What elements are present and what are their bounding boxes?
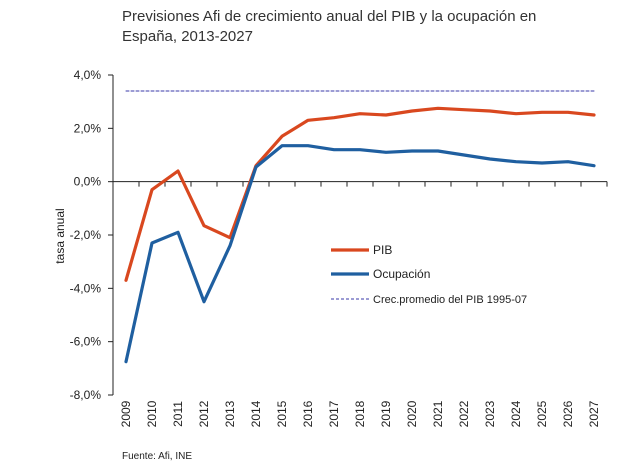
legend-label: Crec.promedio del PIB 1995-07 [373,294,527,306]
y-tick-label: 2,0% [74,121,102,135]
legend-item: PIB [331,243,392,257]
x-tick-label: 2019 [379,400,393,427]
x-tick-label: 2027 [587,400,601,427]
source-note: Fuente: Afi, INE [122,451,193,462]
legend-label: Ocupación [373,267,430,281]
y-tick-label: -4,0% [70,281,102,295]
y-tick-label: -2,0% [70,228,102,242]
chart-series [124,90,596,364]
series-ocupaci-n [124,144,596,364]
x-axis-ticks: 2009 2010 2011 2012 2013 2014 2015 2016 2017 2018… [112,181,608,427]
series-line [124,106,596,282]
x-tick-label: 2022 [457,400,471,427]
y-tick-label: -6,0% [70,335,102,349]
x-tick-label: 2014 [249,400,263,427]
x-tick-label: 2016 [301,400,315,427]
x-tick-label: 2013 [223,400,237,427]
x-tick-label: 2024 [509,400,523,427]
x-tick-label: 2012 [197,400,211,427]
y-axis-label: tasa anual [53,208,67,263]
legend-item: Crec.promedio del PIB 1995-07 [331,294,527,306]
x-tick-label: 2020 [405,400,419,427]
y-axis-ticks: 4,0% 2,0% 0,0% -2,0% -4,0% -6,0% -8,0% [70,68,113,402]
legend-item: Ocupación [331,267,430,281]
x-tick-label: 2015 [275,400,289,427]
x-tick-label: 2025 [535,400,549,427]
series-line [124,144,596,364]
x-tick-label: 2023 [483,400,497,427]
x-tick-label: 2010 [145,400,159,427]
series-pib [124,106,596,282]
series-crec-promedio-del-pib-1995-07 [125,90,595,92]
y-tick-label: 4,0% [74,68,102,82]
x-tick-label: 2011 [171,401,185,427]
chart-title: Previsiones Afi de crecimiento anual del… [122,8,537,45]
x-tick-label: 2017 [327,400,341,427]
x-tick-label: 2009 [119,400,133,427]
y-tick-label: -8,0% [70,388,102,402]
x-tick-label: 2021 [431,400,445,427]
chart-axes [112,75,607,395]
chart-legend: PIB Ocupación Crec.promedio del PIB 1995-0… [331,243,527,306]
y-tick-label: 0,0% [74,175,102,189]
x-tick-label: 2018 [353,400,367,427]
legend-label: PIB [373,243,392,257]
x-tick-label: 2026 [561,400,575,427]
